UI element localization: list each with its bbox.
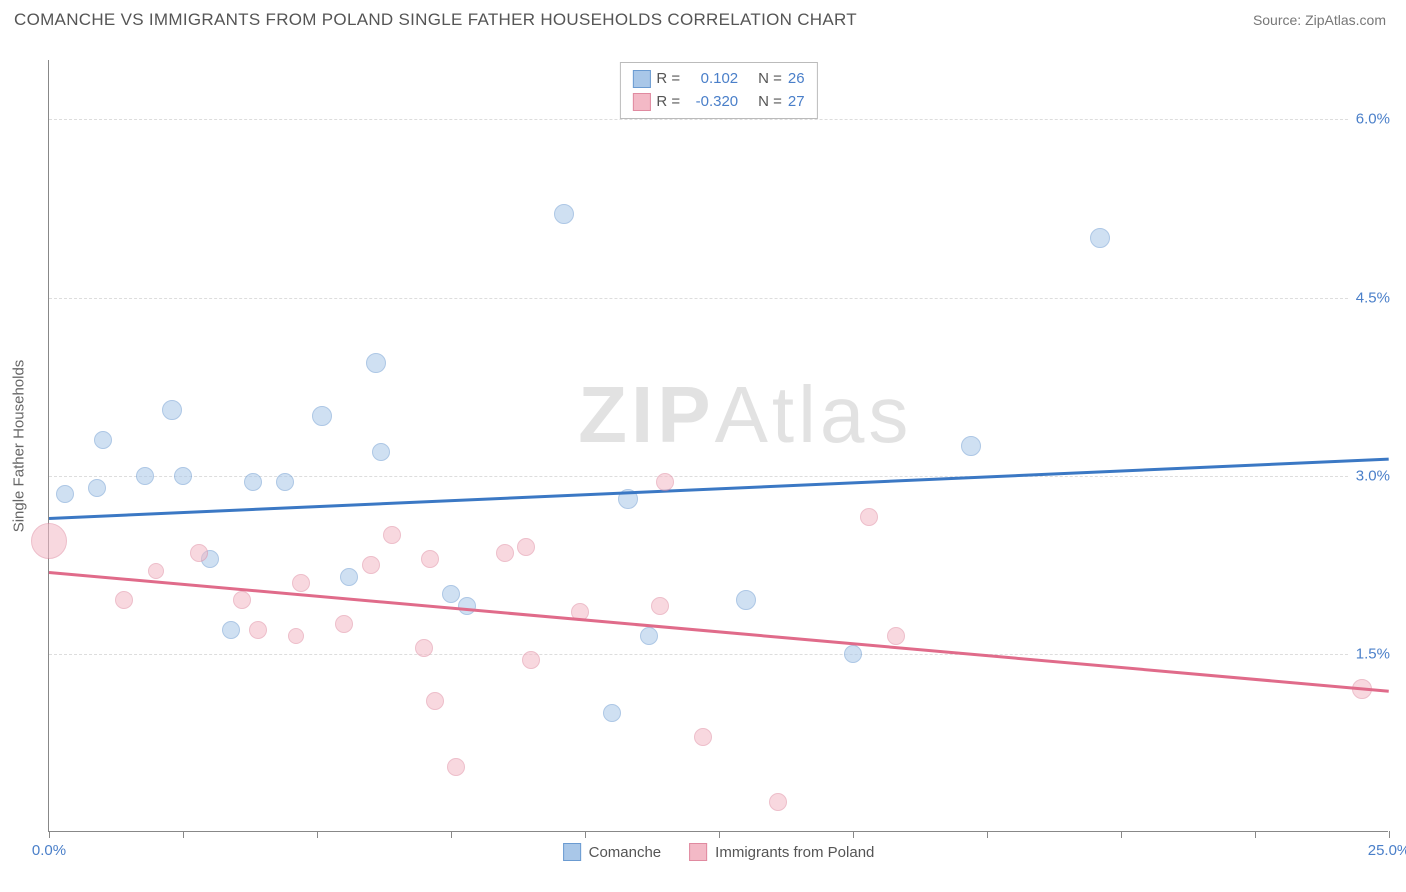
data-point (694, 728, 712, 746)
bottom-legend: Comanche Immigrants from Poland (563, 843, 875, 861)
x-tick (1121, 831, 1122, 838)
legend-swatch-1 (563, 843, 581, 861)
legend-swatch-2 (689, 843, 707, 861)
y-tick-label: 1.5% (1350, 645, 1390, 662)
n-value-1: 26 (788, 67, 805, 90)
data-point (148, 563, 164, 579)
x-tick (853, 831, 854, 838)
data-point (769, 793, 787, 811)
data-point (651, 597, 669, 615)
x-tick-label: 0.0% (32, 842, 66, 859)
x-tick (49, 831, 50, 838)
data-point (887, 627, 905, 645)
data-point (442, 585, 460, 603)
data-point (421, 550, 439, 568)
x-tick (1255, 831, 1256, 838)
gridline (49, 298, 1388, 299)
data-point (94, 431, 112, 449)
data-point (656, 473, 674, 491)
data-point (56, 485, 74, 503)
data-point (366, 353, 386, 373)
r-value-1: 0.102 (686, 67, 738, 90)
y-tick-label: 4.5% (1350, 289, 1390, 306)
data-point (292, 574, 310, 592)
x-tick (987, 831, 988, 838)
x-tick-label: 25.0% (1368, 842, 1406, 859)
y-tick-label: 6.0% (1350, 111, 1390, 128)
stats-row-series-2: R = -0.320 N = 27 (632, 90, 804, 113)
data-point (312, 406, 332, 426)
data-point (88, 479, 106, 497)
data-point (844, 645, 862, 663)
data-point (174, 467, 192, 485)
data-point (136, 467, 154, 485)
data-point (372, 443, 390, 461)
x-tick (1389, 831, 1390, 838)
legend-item-2: Immigrants from Poland (689, 843, 874, 861)
data-point (115, 591, 133, 609)
data-point (554, 204, 574, 224)
data-point (522, 651, 540, 669)
data-point (447, 758, 465, 776)
chart-title: COMANCHE VS IMMIGRANTS FROM POLAND SINGL… (14, 10, 857, 30)
data-point (458, 597, 476, 615)
data-point (860, 508, 878, 526)
data-point (222, 621, 240, 639)
data-point (362, 556, 380, 574)
x-tick (585, 831, 586, 838)
data-point (415, 639, 433, 657)
y-tick-label: 3.0% (1350, 467, 1390, 484)
data-point (603, 704, 621, 722)
data-point (517, 538, 535, 556)
watermark: ZIPAtlas (578, 369, 912, 461)
x-tick (719, 831, 720, 838)
swatch-series-1 (632, 70, 650, 88)
data-point (961, 436, 981, 456)
data-point (249, 621, 267, 639)
data-point (288, 628, 304, 644)
data-point (276, 473, 294, 491)
gridline (49, 654, 1388, 655)
r-value-2: -0.320 (686, 90, 738, 113)
data-point (233, 591, 251, 609)
legend-label-1: Comanche (589, 844, 662, 861)
data-point (340, 568, 358, 586)
stats-legend-box: R = 0.102 N = 26 R = -0.320 N = 27 (619, 62, 817, 119)
data-point (335, 615, 353, 633)
data-point (162, 400, 182, 420)
x-tick (317, 831, 318, 838)
data-point (190, 544, 208, 562)
y-axis-label: Single Father Households (11, 359, 28, 532)
swatch-series-2 (632, 93, 650, 111)
data-point (426, 692, 444, 710)
stats-row-series-1: R = 0.102 N = 26 (632, 67, 804, 90)
data-point (244, 473, 262, 491)
legend-label-2: Immigrants from Poland (715, 844, 874, 861)
x-tick (451, 831, 452, 838)
gridline (49, 119, 1388, 120)
chart-source: Source: ZipAtlas.com (1253, 12, 1386, 28)
legend-item-1: Comanche (563, 843, 662, 861)
x-tick (183, 831, 184, 838)
chart-header: COMANCHE VS IMMIGRANTS FROM POLAND SINGL… (0, 0, 1406, 36)
data-point (640, 627, 658, 645)
data-point (1090, 228, 1110, 248)
data-point (496, 544, 514, 562)
data-point (383, 526, 401, 544)
scatter-chart: Single Father Households ZIPAtlas R = 0.… (48, 60, 1388, 832)
data-point (736, 590, 756, 610)
n-value-2: 27 (788, 90, 805, 113)
data-point (31, 523, 67, 559)
